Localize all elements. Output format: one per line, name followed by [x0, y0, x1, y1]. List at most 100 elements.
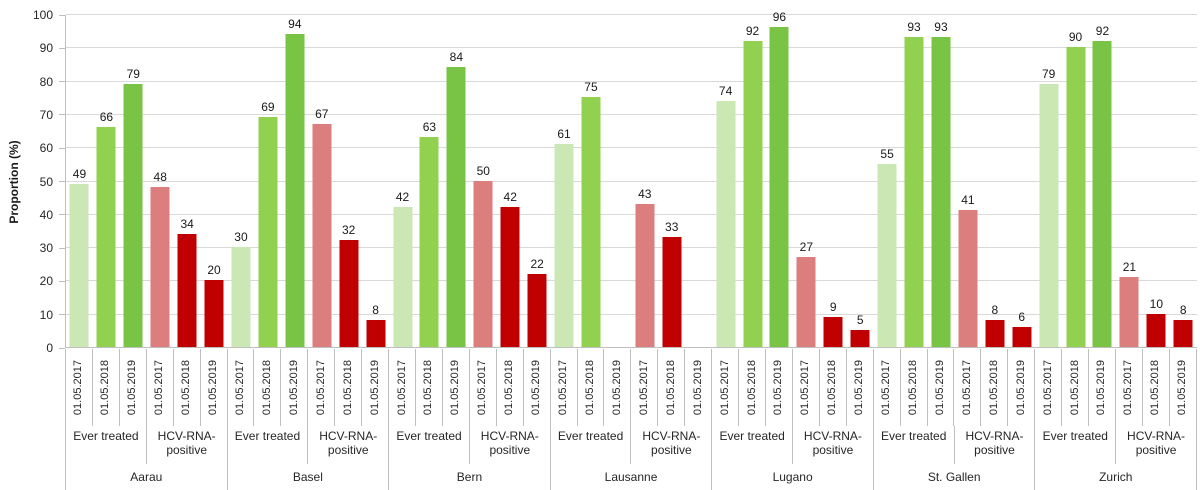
group-label-row: Ever treated HCV-RNA-positive Ever treated… [65, 426, 1197, 464]
group-label-cell: Ever treated [551, 426, 632, 464]
city-label: St. Gallen [927, 470, 981, 484]
date-label: 01.05.2018 [341, 359, 354, 416]
bar-value-label: 74 [718, 83, 733, 98]
date-label-cell: 01.05.2019 [201, 349, 228, 426]
bar-slot: 93 [901, 15, 928, 347]
bar [285, 33, 305, 347]
group-label-cell: HCV-RNA-positive [955, 426, 1036, 464]
y-tick-mark [59, 280, 65, 282]
date-label-cell: 01.05.2018 [174, 349, 201, 426]
bar-slot: 30 [228, 15, 255, 347]
bar-slot: 32 [335, 15, 362, 347]
date-label: 01.05.2019 [1095, 359, 1108, 416]
bar-slot: 75 [578, 15, 605, 347]
bar [796, 257, 816, 347]
bar-value-label: 75 [584, 80, 598, 95]
bar-slot: 43 [631, 15, 658, 347]
gridline [66, 147, 1197, 149]
bar [446, 67, 466, 347]
group-label: HCV-RNA-positive [965, 429, 1024, 457]
date-label-cell: 01.05.2019 [281, 349, 309, 426]
bar [204, 280, 224, 347]
date-label-cell: 01.05.2019 [685, 349, 713, 426]
date-label-cell: 01.05.2019 [766, 349, 793, 426]
bar-value-label: 21 [1122, 260, 1137, 275]
city-label: Lugano [772, 470, 813, 484]
date-label: 01.05.2017 [395, 359, 408, 416]
date-label-cell: 01.05.2017 [874, 349, 901, 426]
group-label: HCV-RNA-positive [319, 429, 378, 457]
city-label-row: Aarau Basel Bern Lausanne Lugano St. Gallen Zu… [65, 464, 1198, 490]
bar-slot [685, 15, 712, 347]
bar [473, 180, 493, 347]
bar-slot: 63 [416, 15, 443, 347]
bar-value-label: 20 [207, 263, 221, 278]
city-label: Zurich [1099, 470, 1133, 484]
bar-value-label: 22 [530, 256, 544, 271]
date-label: 01.05.2019 [368, 359, 381, 416]
bar [1039, 83, 1059, 347]
date-label: 01.05.2017 [1122, 359, 1135, 416]
bar [96, 127, 116, 347]
group-label-cell: Ever treated [874, 426, 955, 464]
bar [985, 320, 1005, 347]
y-tick-label: 90 [39, 41, 53, 56]
group-label-cell: HCV-RNA-positive [793, 426, 874, 464]
date-label-cell: 01.05.2018 [254, 349, 282, 426]
bar-slot: 8 [1170, 15, 1197, 347]
y-tick-mark [59, 81, 65, 83]
group-label: Ever treated [1042, 429, 1108, 443]
city-label-cell: Lausanne [551, 464, 713, 490]
date-label-cell: 01.05.2019 [928, 349, 955, 426]
bar [931, 37, 951, 347]
bar-value-label: 32 [341, 223, 356, 238]
gridline [66, 47, 1197, 49]
date-label-cell: 01.05.2018 [1062, 349, 1090, 426]
bar [366, 320, 386, 347]
date-label: 01.05.2019 [691, 359, 704, 416]
gridline [66, 180, 1197, 182]
date-label-cell: 01.05.2019 [1008, 349, 1036, 426]
date-label-cell: 01.05.2017 [1116, 349, 1143, 426]
y-axis: 0 10 20 30 40 50 60 70 80 90 100 [0, 9, 65, 354]
bar [716, 100, 736, 347]
bar [1066, 47, 1086, 347]
city-label-cell: Lugano [712, 464, 874, 490]
bar-slot: 27 [793, 15, 820, 347]
date-label: 01.05.2018 [99, 359, 112, 416]
y-tick-label: 80 [39, 74, 53, 89]
bar-slot: 93 [928, 15, 955, 347]
bar-slot: 84 [443, 15, 470, 347]
bar-value-label: 6 [1018, 310, 1026, 325]
bar-value-label: 84 [449, 50, 464, 65]
bar [1173, 320, 1193, 347]
bar-slot: 96 [766, 11, 793, 347]
bar-value-label: 8 [1179, 303, 1187, 318]
group-label-cell: HCV-RNA-positive [147, 426, 228, 464]
x-axis-labels: 01.05.2017 01.05.2018 01.05.2019 01.05.2017… [65, 349, 1198, 490]
bar-slot: 79 [120, 15, 147, 347]
gridline [66, 247, 1197, 249]
date-label: 01.05.2018 [664, 359, 677, 416]
y-tick-label: 20 [39, 274, 53, 289]
date-label: 01.05.2019 [207, 359, 220, 416]
bar-value-label: 10 [1149, 296, 1164, 311]
date-label-cell: 01.05.2018 [901, 349, 928, 426]
bar [231, 247, 251, 347]
date-label-cell: 01.05.2017 [712, 349, 740, 426]
date-label: 01.05.2018 [1149, 359, 1162, 416]
bar-slot: 42 [389, 15, 416, 347]
bar-value-label: 8 [991, 303, 999, 318]
city-label: Basel [292, 470, 323, 484]
group-label-cell: Ever treated [228, 426, 309, 464]
bar [1146, 313, 1166, 347]
bar-slot: 48 [147, 15, 174, 347]
bar-slot: 8 [362, 15, 389, 347]
bar-value-label: 5 [856, 313, 864, 328]
bar [581, 97, 601, 347]
group-label-cell: Ever treated [712, 426, 794, 464]
date-label-cell: 01.05.2017 [551, 349, 578, 426]
bar-slot: 67 [308, 15, 335, 347]
y-tick-mark [59, 114, 65, 116]
